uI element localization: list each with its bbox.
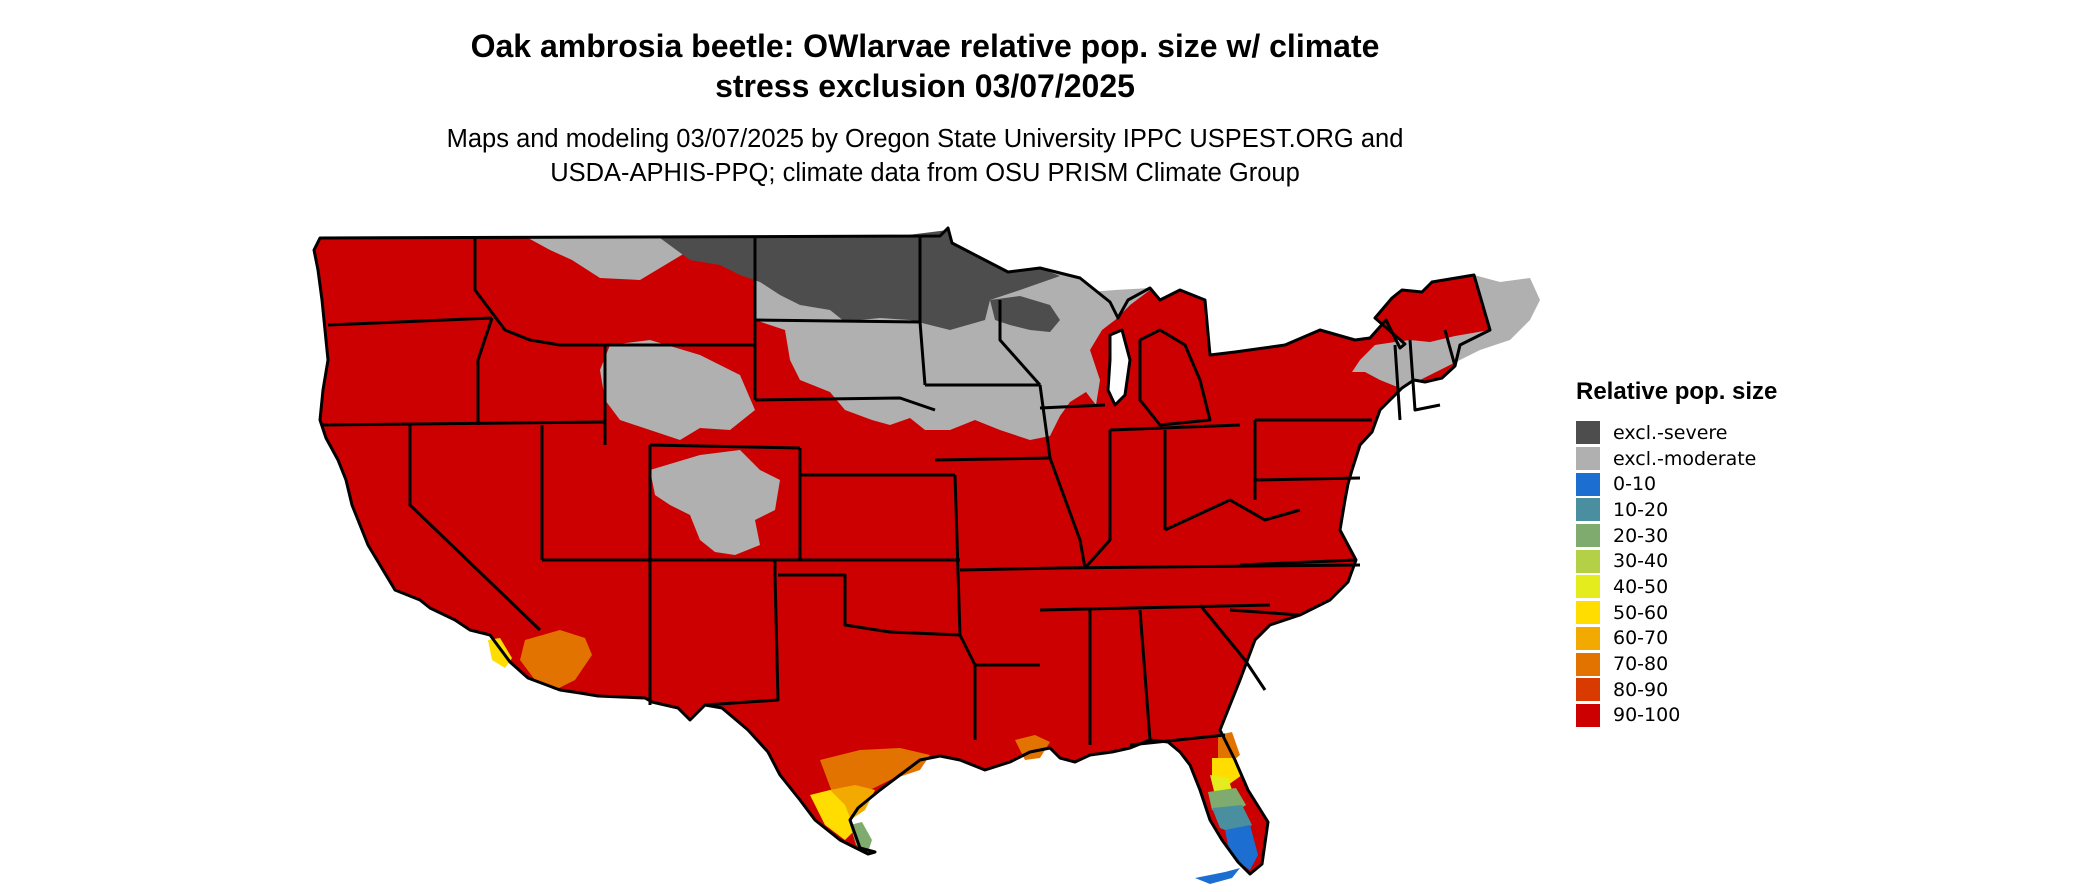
border-mn-wi xyxy=(998,300,1042,386)
legend-label: 50-60 xyxy=(1613,601,1669,624)
border-ga-sc xyxy=(1198,604,1267,691)
legend-swatch xyxy=(1576,601,1600,625)
legend-swatch xyxy=(1576,524,1600,548)
border-nc-sc xyxy=(1229,608,1301,617)
border-mi-oh xyxy=(1109,423,1241,432)
map-subtitle: Maps and modeling 03/07/2025 by Oregon S… xyxy=(0,122,1850,190)
border-ok-tx xyxy=(778,573,961,637)
border-nm-tx xyxy=(704,560,780,707)
legend-item: 60-70 xyxy=(1576,626,1777,652)
legend-item: excl.-severe xyxy=(1576,420,1777,446)
legend-item: 0-10 xyxy=(1576,471,1777,497)
map-subtitle-line2: USDA-APHIS-PPQ; climate data from OSU PR… xyxy=(550,159,1300,187)
border-ga-fl xyxy=(1129,733,1226,747)
border-il-mo xyxy=(1038,384,1087,569)
legend-label: 20-30 xyxy=(1613,524,1669,547)
lake-michigan-outline xyxy=(1106,328,1132,407)
border-ia-mo xyxy=(934,456,1051,462)
border-pa-south xyxy=(1254,476,1361,482)
border-il-in xyxy=(1083,430,1112,569)
texas-20-30 xyxy=(850,822,872,852)
legend-swatch xyxy=(1576,575,1600,599)
map-subtitle-line1: Maps and modeling 03/07/2025 by Oregon S… xyxy=(446,125,1404,153)
legend-label: 40-50 xyxy=(1613,575,1669,598)
legend-item: excl.-moderate xyxy=(1576,446,1777,472)
exclusion-moderate-michigan-up xyxy=(1060,288,1150,330)
florida-0-10 xyxy=(1225,825,1258,870)
legend-label: 80-90 xyxy=(1613,678,1669,701)
legend-swatch xyxy=(1576,498,1600,522)
legend-label: excl.-moderate xyxy=(1613,447,1757,470)
border-wa-or xyxy=(327,316,493,327)
legend-item: 90-100 xyxy=(1576,703,1777,729)
legend-items: excl.-severe excl.-moderate 0-10 10-20 20-30… xyxy=(1576,420,1777,728)
legend-swatch xyxy=(1576,472,1600,496)
legend-item: 50-60 xyxy=(1576,600,1777,626)
exclusion-moderate-northeast xyxy=(1352,275,1540,388)
map-title-line1: Oak ambrosia beetle: OWlarvae relative p… xyxy=(470,28,1380,64)
legend-label: 0-10 xyxy=(1613,473,1657,496)
border-me-nh xyxy=(1443,329,1457,367)
legend-label: 90-100 xyxy=(1613,704,1681,727)
us-outline xyxy=(312,226,1492,876)
border-al-ga xyxy=(1138,609,1152,741)
border-wy-co xyxy=(649,443,801,450)
border-ks-mo xyxy=(953,474,962,636)
legend-item: 40-50 xyxy=(1576,574,1777,600)
legend-label: 70-80 xyxy=(1613,653,1669,676)
legend-title: Relative pop. size xyxy=(1576,378,1778,405)
lake-michigan xyxy=(1108,330,1130,405)
exclusion-moderate-rockies xyxy=(650,450,780,555)
border-va-nc xyxy=(1239,558,1356,567)
border-nd-mn xyxy=(918,236,927,386)
border-id-mt xyxy=(473,238,605,347)
legend-item: 30-40 xyxy=(1576,548,1777,574)
border-ky-wv xyxy=(1164,498,1301,532)
florida-keys-0-10 xyxy=(1195,868,1240,884)
legend-swatch xyxy=(1576,421,1600,445)
legend-label: 30-40 xyxy=(1613,550,1669,573)
exclusion-moderate-wyoming xyxy=(600,340,755,440)
legend-swatch xyxy=(1576,626,1600,650)
border-ny-vt xyxy=(1393,344,1402,421)
map-title: Oak ambrosia beetle: OWlarvae relative p… xyxy=(0,26,1850,106)
border-wi-il xyxy=(1039,403,1106,410)
legend-swatch xyxy=(1576,678,1600,702)
legend-label: excl.-severe xyxy=(1613,421,1728,444)
legend-item: 70-80 xyxy=(1576,651,1777,677)
exclusion-severe-north xyxy=(660,230,1060,330)
border-tn-south xyxy=(1039,603,1271,612)
border-nd-sd xyxy=(754,318,921,324)
california-50-60 xyxy=(488,638,512,668)
texas-50-60 xyxy=(810,790,855,840)
legend-label: 60-70 xyxy=(1613,627,1669,650)
border-ca-nv xyxy=(408,425,542,632)
legend-swatch xyxy=(1576,447,1600,471)
legend-swatch xyxy=(1576,549,1600,573)
border-or-ca-nv xyxy=(321,420,606,427)
border-tx-la xyxy=(958,634,977,740)
border-mo-ar xyxy=(959,566,1061,572)
legend-label: 10-20 xyxy=(1613,498,1669,521)
legend-item: 80-90 xyxy=(1576,677,1777,703)
legend-item: 10-20 xyxy=(1576,497,1777,523)
border-new-england xyxy=(1408,339,1441,412)
state-borders xyxy=(312,226,1492,876)
map-title-line2: stress exclusion 03/07/2025 xyxy=(715,68,1135,104)
legend-swatch xyxy=(1576,703,1600,727)
arizona-70-80 xyxy=(520,630,592,690)
border-or-id xyxy=(476,317,494,425)
legend-swatch xyxy=(1576,652,1600,676)
legend-item: 20-30 xyxy=(1576,523,1777,549)
border-sd-ne xyxy=(754,396,936,412)
border-ky-tn xyxy=(1059,563,1361,570)
legend: Relative pop. size excl.-severe excl.-mod… xyxy=(1576,378,1777,728)
michigan-lower xyxy=(1138,328,1212,427)
exclusion-severe-wisconsin xyxy=(990,296,1060,332)
